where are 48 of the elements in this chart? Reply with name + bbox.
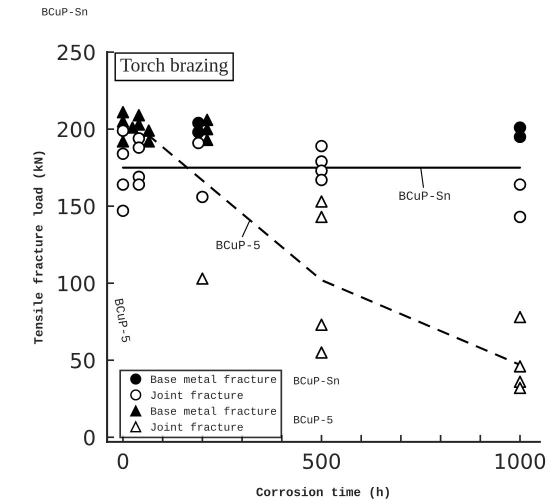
point xyxy=(132,141,146,154)
point xyxy=(116,135,130,148)
point xyxy=(514,360,526,373)
text: BCuP-Sn xyxy=(42,8,88,16)
x-tick-label: 1000 xyxy=(496,453,546,470)
y-tick-label: 150 xyxy=(58,198,95,214)
legend-label: Joint fracture xyxy=(151,422,243,431)
y-tick-label: 50 xyxy=(71,352,95,368)
point xyxy=(514,210,526,224)
x-tick-label: 500 xyxy=(303,453,340,470)
y-tick-label: 100 xyxy=(58,276,95,292)
point xyxy=(132,178,146,191)
y-tick-label: 200 xyxy=(58,122,95,138)
series-label: BCuP-Sn xyxy=(399,191,450,200)
point xyxy=(315,195,328,208)
point xyxy=(315,140,328,152)
legend-label: Base metal fracture xyxy=(151,406,276,415)
point xyxy=(315,346,328,359)
point xyxy=(192,136,205,150)
point xyxy=(514,178,526,191)
point xyxy=(514,130,526,144)
point xyxy=(116,204,130,218)
x-axis-title: Corrosion time (h) xyxy=(256,487,389,499)
annotation: BCuP-Sn xyxy=(294,376,339,384)
point xyxy=(196,190,209,204)
point xyxy=(315,174,328,186)
point xyxy=(192,126,205,138)
point xyxy=(142,135,155,148)
annotation: BCuP-5 xyxy=(294,416,332,424)
point xyxy=(142,124,155,137)
point xyxy=(132,109,146,122)
point xyxy=(196,272,209,285)
point xyxy=(514,310,526,324)
chart-title: Torch brazing xyxy=(120,58,228,76)
y-tick-label: 0 xyxy=(84,430,95,446)
annotation: BCuP-5 xyxy=(114,298,131,343)
x-tick-label: 0 xyxy=(118,453,128,470)
point xyxy=(116,178,130,191)
point xyxy=(315,318,328,332)
point xyxy=(514,382,526,394)
series-label: BCuP-5 xyxy=(216,240,260,250)
y-tick-label: 250 xyxy=(58,44,95,60)
point xyxy=(116,106,130,118)
y-axis-title: Tensile fracture load (kN) xyxy=(33,152,46,344)
point xyxy=(315,210,328,224)
point xyxy=(116,148,130,160)
legend-label: Joint fracture xyxy=(151,390,243,399)
legend-label: Base metal fracture xyxy=(151,374,276,384)
